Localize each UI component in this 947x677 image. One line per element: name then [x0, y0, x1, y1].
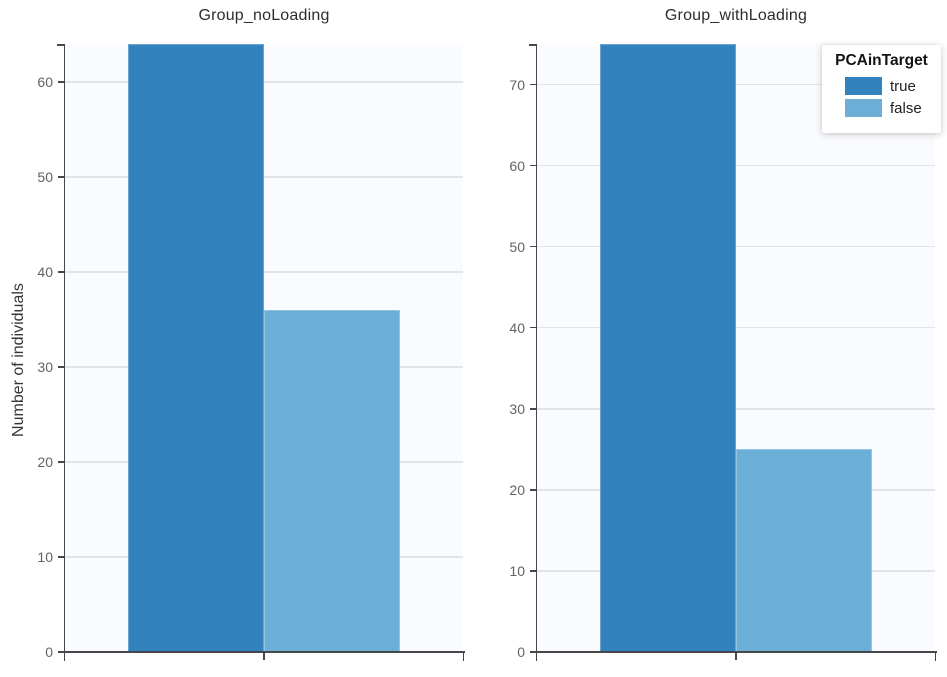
gridline-y-50: [537, 245, 935, 248]
y-tick-mark-60: [57, 81, 64, 83]
x-axis-category-tick: [263, 652, 265, 660]
gridline-y-60: [65, 81, 463, 83]
y-axis-top-cap: [529, 44, 537, 46]
legend-swatch-false-icon: [845, 99, 882, 117]
bar-true[interactable]: [600, 44, 736, 652]
gridline-y-40: [537, 326, 935, 329]
legend-item-false[interactable]: false: [845, 99, 941, 117]
y-tick-mark-30: [529, 408, 536, 410]
x-axis-category-tick: [735, 652, 737, 660]
y-axis-line: [535, 44, 537, 661]
y-tick-label-30: 30: [37, 359, 53, 375]
bar-false[interactable]: [736, 449, 872, 652]
legend-item-label: true: [890, 77, 916, 95]
y-tick-label-10: 10: [509, 562, 525, 579]
y-tick-mark-70: [529, 83, 536, 86]
y-tick-label-20: 20: [37, 454, 53, 470]
y-tick-mark-40: [57, 271, 64, 273]
x-axis-line: [63, 651, 465, 653]
y-tick-label-60: 60: [37, 74, 53, 90]
facet-panel-with-loading: 0 10 20 30 40 50 60 70: [509, 44, 937, 661]
x-axis-line: [535, 651, 937, 653]
y-tick-label-50: 50: [37, 169, 53, 185]
gridline-y-30: [537, 408, 935, 410]
y-tick-mark-0: [57, 651, 64, 653]
y-tick-mark-30: [57, 366, 64, 368]
y-tick-label-10: 10: [37, 549, 53, 565]
legend-item-true[interactable]: true: [845, 77, 941, 95]
facet-title-with-loading: Group_withLoading: [664, 7, 808, 24]
y-tick-label-60: 60: [509, 157, 525, 174]
y-tick-label-50: 50: [509, 238, 525, 255]
x-axis-right-cap: [462, 651, 464, 661]
y-tick-mark-20: [57, 461, 64, 463]
legend-title: PCAinTarget: [835, 52, 928, 69]
legend-swatch-true-icon: [845, 77, 882, 95]
legend-item-label: false: [890, 99, 922, 117]
facet-panel-no-loading: 0 10 20 30 40 50 60: [37, 44, 465, 661]
x-axis-right-cap: [934, 651, 936, 661]
y-tick-mark-40: [529, 326, 536, 329]
y-axis-line: [63, 44, 65, 661]
y-tick-label-40: 40: [37, 264, 53, 280]
gridline-y-40: [65, 271, 463, 273]
bar-true[interactable]: [128, 44, 264, 652]
y-tick-label-0: 0: [517, 644, 525, 660]
y-tick-mark-10: [529, 570, 536, 572]
y-tick-label-20: 20: [509, 481, 525, 498]
y-tick-label-30: 30: [509, 400, 525, 417]
bar-false[interactable]: [264, 310, 400, 652]
gridline-y-50: [65, 176, 463, 178]
y-tick-mark-20: [529, 489, 536, 491]
y-tick-label-0: 0: [45, 644, 53, 660]
y-tick-mark-0: [529, 651, 536, 653]
y-axis-top-cap: [57, 44, 65, 46]
y-tick-label-70: 70: [509, 76, 525, 93]
y-tick-label-40: 40: [509, 319, 525, 336]
legend: PCAinTarget true false: [822, 45, 941, 133]
y-tick-mark-50: [57, 176, 64, 178]
facet-title-no-loading: Group_noLoading: [198, 7, 330, 24]
y-tick-mark-60: [529, 164, 536, 167]
gridline-y-60: [537, 164, 935, 167]
y-tick-mark-50: [529, 245, 536, 248]
y-tick-mark-10: [57, 556, 64, 558]
gridline-y-70: [537, 83, 935, 86]
